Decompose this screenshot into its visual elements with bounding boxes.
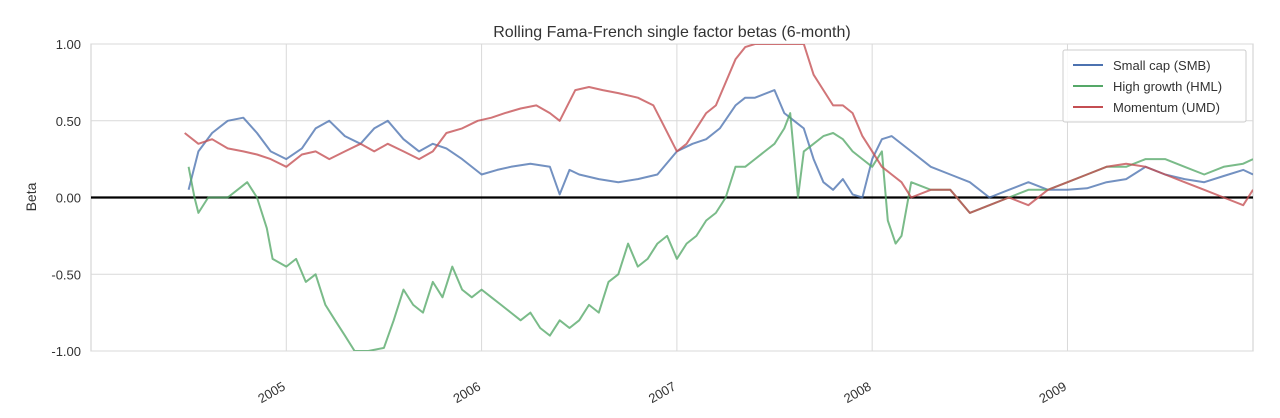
legend: Small cap (SMB) High growth (HML) Momentum… (1062, 49, 1247, 123)
legend-label: Momentum (UMD) (1113, 100, 1220, 115)
y-tick-label: 0.00 (56, 191, 81, 206)
y-tick-label: -0.50 (51, 267, 81, 282)
x-tick-label: 2007 (646, 379, 679, 406)
y-tick-labels: 1.00 0.50 0.00 -0.50 -1.00 (51, 37, 81, 359)
legend-box (1062, 49, 1247, 123)
y-axis-label: Beta (23, 182, 39, 211)
legend-label: Small cap (SMB) (1113, 58, 1211, 73)
x-tick-label: 2009 (1036, 379, 1069, 406)
series-line (184, 44, 1253, 214)
x-tick-label: 2005 (255, 379, 288, 406)
legend-label: High growth (HML) (1113, 79, 1222, 94)
series-layer (184, 44, 1253, 351)
y-tick-label: 0.50 (56, 114, 81, 129)
x-tick-label: 2008 (841, 379, 874, 406)
x-tick-label: 2006 (451, 379, 484, 406)
chart-title: Rolling Fama-French single factor betas … (493, 24, 850, 41)
x-tick-labels: 2005 2006 2007 2008 2009 (255, 379, 1069, 406)
y-tick-label: 1.00 (56, 37, 81, 52)
y-tick-label: -1.00 (51, 344, 81, 359)
series-line (187, 89, 1253, 199)
